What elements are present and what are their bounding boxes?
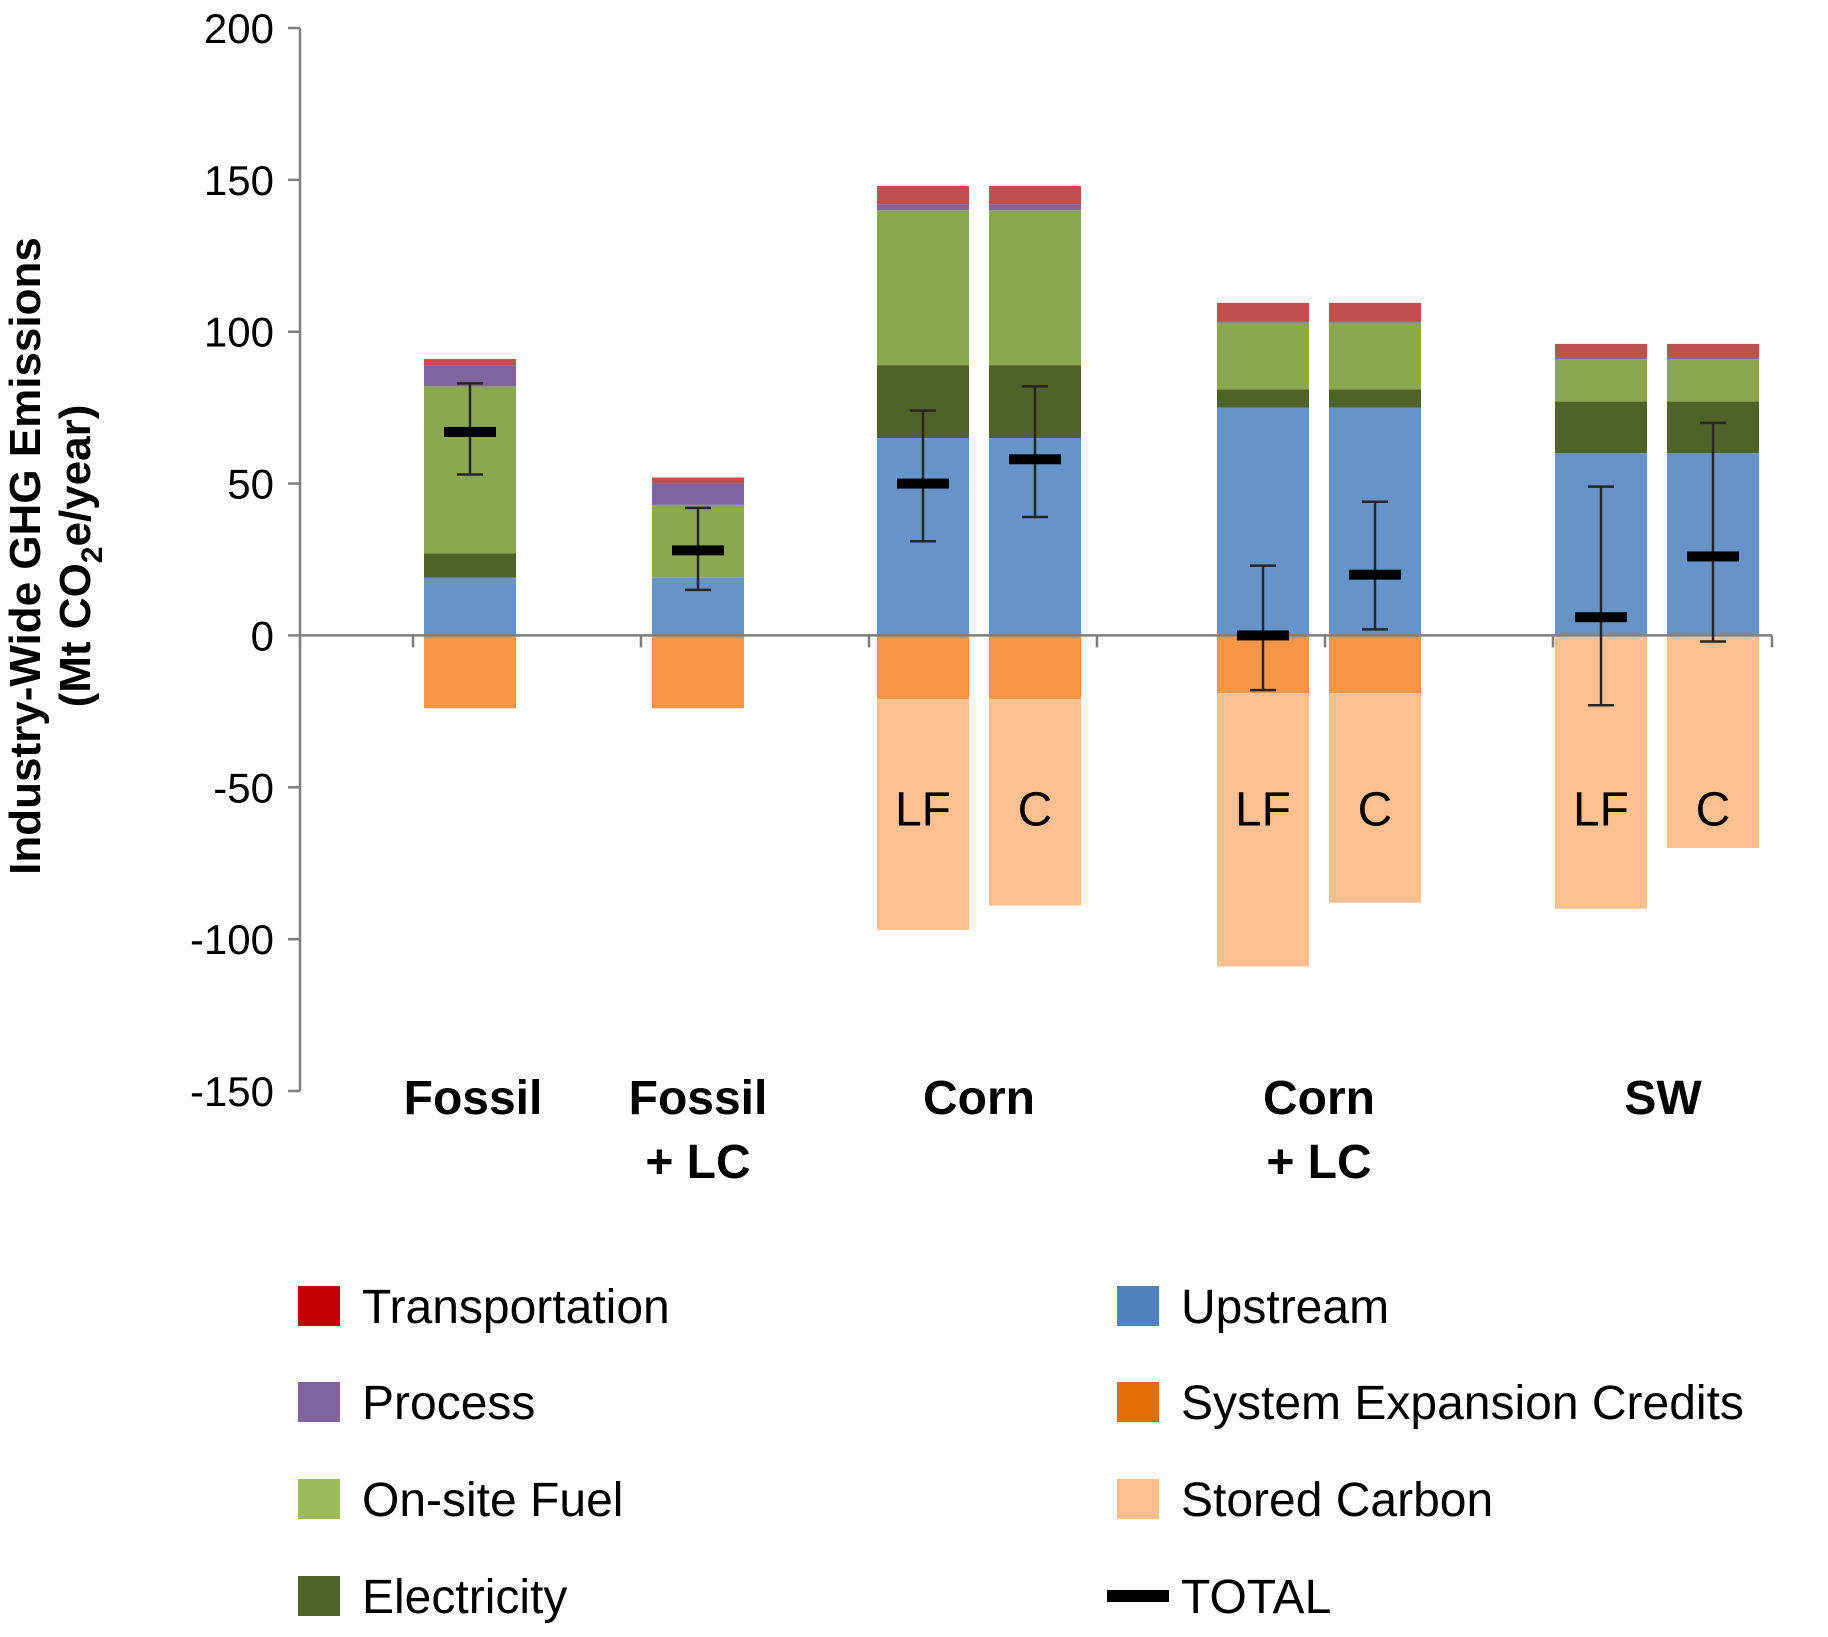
bar-segment-process [1555, 357, 1647, 360]
bar-segment-transportation [1555, 343, 1647, 358]
legend-item-process: Process [298, 1377, 535, 1430]
bar-segment-transportation [424, 359, 516, 366]
bar-segment-electricity [1217, 389, 1309, 408]
legend-item-stored-carbon: Stored Carbon [1117, 1474, 1493, 1527]
bar-segment-electricity [1555, 401, 1647, 454]
y-axis-title-units: (Mt CO2e/year) [51, 405, 109, 708]
bar-segment-transportation [989, 185, 1081, 205]
bar-label: LF [895, 784, 951, 837]
bar-segment-process [1667, 357, 1759, 360]
bar-segment-process [424, 365, 516, 387]
legend-item-system-expansion-credits: System Expansion Credits [1117, 1377, 1744, 1430]
y-tick-label: 150 [204, 157, 274, 204]
legend: Transportation Process On-site Fuel Electri… [298, 1281, 1744, 1624]
category-label: + LC [645, 1136, 750, 1189]
bar-segment-stored-carbon [877, 699, 969, 931]
y-tick-label: 200 [204, 5, 274, 52]
legend-swatch [1117, 1382, 1159, 1422]
category-label: Fossil [629, 1072, 768, 1125]
bar-segment-on-site-fuel [1217, 322, 1309, 390]
bar-segment-electricity [1329, 389, 1421, 408]
bar-segment-process [652, 483, 744, 505]
bar-label: LF [1235, 784, 1291, 837]
bar-segment-upstream [424, 577, 516, 636]
legend-swatch [1117, 1479, 1159, 1519]
y-tick-label: -50 [213, 764, 274, 811]
total-marker [1009, 454, 1061, 465]
legend-label: Upstream [1181, 1281, 1389, 1334]
bar-segment-on-site-fuel [989, 210, 1081, 366]
total-marker [444, 426, 496, 437]
labels-layer: 200 150 100 50 0 -50 -100 -150 LF C LF C LF C Fossil Fo… [1, 5, 1730, 1189]
bar-segment-stored-carbon [1329, 693, 1421, 903]
bar-segment-on-site-fuel [1667, 359, 1759, 402]
bar-segment-transportation [1667, 343, 1759, 358]
total-marker [672, 545, 724, 556]
totals-layer [444, 382, 1739, 707]
total-marker [1237, 630, 1289, 641]
legend-item-electricity: Electricity [298, 1571, 567, 1624]
legend-label: Transportation [362, 1281, 670, 1334]
y-tick-label: 100 [204, 309, 274, 356]
legend-label: On-site Fuel [362, 1474, 623, 1527]
category-label: Corn [923, 1072, 1035, 1125]
legend-swatch [298, 1286, 340, 1326]
bar-segment-stored-carbon [1217, 693, 1309, 967]
legend-swatch [298, 1382, 340, 1422]
legend-label: System Expansion Credits [1181, 1377, 1744, 1430]
y-tick-label: 0 [251, 612, 274, 659]
bar-segment-process [1217, 321, 1309, 323]
bar-segment-system-expansion-credits [989, 635, 1081, 700]
category-label: + LC [1266, 1136, 1371, 1189]
bar-segment-process [1329, 321, 1421, 323]
legend-item-upstream: Upstream [1117, 1281, 1389, 1334]
category-label: Corn [1263, 1072, 1375, 1125]
bar-label: LF [1573, 784, 1629, 837]
bar-segment-transportation [652, 477, 744, 484]
legend-swatch [1117, 1286, 1159, 1326]
bar-segment-process [877, 204, 969, 211]
total-marker [1687, 551, 1739, 562]
legend-item-transportation: Transportation [298, 1281, 670, 1334]
bar-segment-system-expansion-credits [1329, 635, 1421, 694]
legend-label: Stored Carbon [1181, 1474, 1493, 1527]
bar-segment-process [989, 204, 1081, 211]
legend-swatch-total [1107, 1590, 1169, 1602]
bar-segment-stored-carbon [1667, 635, 1759, 849]
bar-segment-on-site-fuel [1329, 322, 1421, 390]
bar-segment-system-expansion-credits [652, 635, 744, 709]
legend-label: Process [362, 1377, 535, 1430]
y-axis-title: Industry-Wide GHG Emissions [1, 237, 50, 875]
bar-segment-on-site-fuel [877, 210, 969, 366]
legend-item-on-site-fuel: On-site Fuel [298, 1474, 623, 1527]
bar-segment-stored-carbon [989, 699, 1081, 906]
bar-segment-transportation [1329, 302, 1421, 322]
bar-label: C [1696, 784, 1731, 837]
legend-label: TOTAL [1181, 1571, 1331, 1624]
bar-segment-on-site-fuel [1555, 359, 1647, 402]
bars-layer [424, 185, 1759, 967]
category-label: Fossil [404, 1072, 543, 1125]
bar-segment-electricity [424, 553, 516, 578]
total-marker [1575, 612, 1627, 623]
legend-item-total: TOTAL [1107, 1571, 1331, 1624]
axes-layer [288, 26, 1774, 1093]
total-marker [1349, 569, 1401, 580]
category-label: SW [1624, 1072, 1702, 1125]
total-marker [897, 478, 949, 489]
legend-swatch [298, 1576, 340, 1616]
y-tick-label: -150 [190, 1068, 274, 1115]
bar-label: C [1358, 784, 1393, 837]
legend-label: Electricity [362, 1571, 567, 1624]
bar-label: C [1018, 784, 1053, 837]
bar-segment-system-expansion-credits [424, 635, 516, 709]
bar-segment-transportation [1217, 302, 1309, 322]
y-tick-label: -100 [190, 916, 274, 963]
bar-segment-transportation [877, 185, 969, 205]
legend-swatch [298, 1479, 340, 1519]
bar-segment-system-expansion-credits [877, 635, 969, 700]
y-tick-label: 50 [227, 461, 274, 508]
